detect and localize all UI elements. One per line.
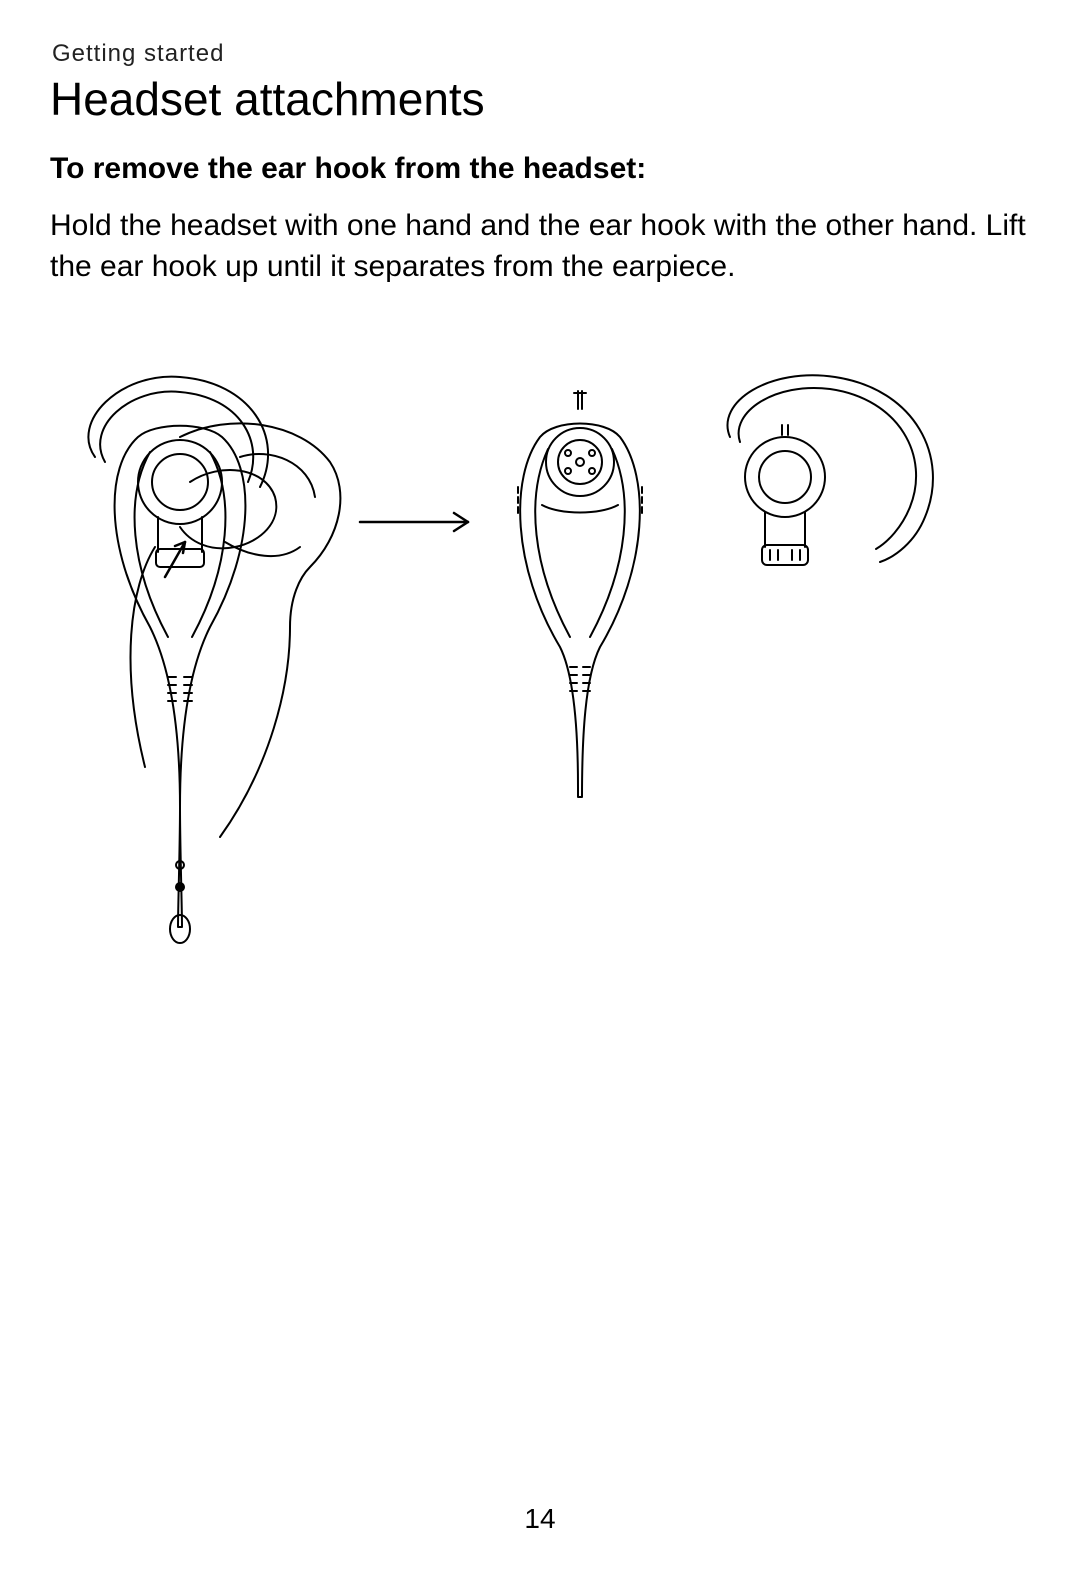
instruction-body: Hold the headset with one hand and the e… bbox=[50, 206, 1030, 287]
left-headset-with-hand bbox=[88, 377, 340, 943]
instruction-heading: To remove the ear hook from the headset: bbox=[50, 152, 1030, 186]
page-number: 14 bbox=[0, 1503, 1080, 1535]
page-title: Headset attachments bbox=[50, 72, 1030, 126]
transition-arrow-icon bbox=[360, 513, 468, 531]
manual-page: Getting started Headset attachments To r… bbox=[0, 0, 1080, 1575]
section-label: Getting started bbox=[52, 40, 1030, 68]
headset-diagram-svg bbox=[50, 367, 1030, 967]
right-ear-hook bbox=[728, 375, 933, 565]
illustration-figure bbox=[50, 367, 1030, 967]
middle-headset-body bbox=[518, 391, 642, 797]
